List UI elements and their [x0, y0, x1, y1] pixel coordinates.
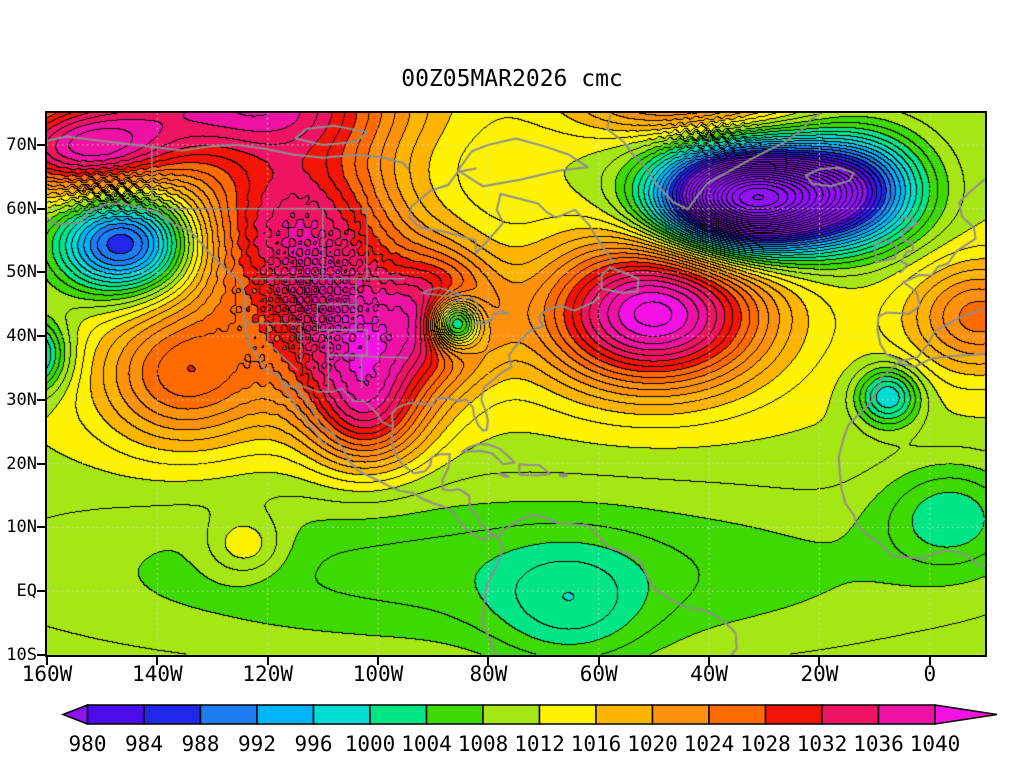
lon-tick-label: 20W [800, 662, 839, 686]
lat-tick-mark [37, 462, 47, 465]
lat-tick-mark [37, 590, 47, 593]
lon-tick-mark [597, 655, 600, 665]
lat-tick-label: 60N [6, 198, 37, 219]
lon-tick-mark [487, 655, 490, 665]
lat-tick-label: 40N [6, 326, 37, 347]
colorbar-tick-label: 1036 [853, 732, 904, 756]
lat-tick-mark [37, 654, 47, 656]
colorbar-segment [651, 704, 710, 725]
map-frame [45, 111, 987, 657]
lat-tick-mark [37, 335, 47, 338]
lat-tick-label: 70N [6, 134, 37, 155]
lon-tick-label: 100W [352, 662, 404, 686]
lat-tick-label: EQ [16, 581, 37, 602]
lon-tick-mark [708, 655, 711, 665]
colorbar-segment [86, 704, 145, 725]
lat-tick-label: 30N [6, 389, 37, 410]
colorbar-over-arrow [934, 704, 998, 725]
colorbar-tick-label: 1024 [684, 732, 735, 756]
colorbar-tick-label: 1028 [740, 732, 791, 756]
lat-tick-mark [37, 526, 47, 529]
title-init-model: 00Z05MAR2026 cmc [401, 66, 623, 92]
colorbar-tick-label: 1040 [910, 732, 961, 756]
colorbar-segment [256, 704, 315, 725]
colorbar-segment [425, 704, 484, 725]
colorbar-tick-label: 1008 [458, 732, 509, 756]
colorbar-segment [764, 704, 823, 725]
colorbar-segment [369, 704, 428, 725]
colorbar-segment [877, 704, 936, 725]
lat-tick-label: 10N [6, 517, 37, 538]
colorbar-segment [143, 704, 202, 725]
lon-tick-mark [928, 655, 931, 665]
lat-tick-mark [37, 271, 47, 274]
colorbar-segment [708, 704, 767, 725]
lat-tick-label: 10S [6, 645, 37, 665]
colorbar-tick-label: 1012 [514, 732, 565, 756]
lon-tick-mark [818, 655, 821, 665]
colorbar-tick-label: 984 [125, 732, 163, 756]
colorbar-tick-label: 988 [182, 732, 220, 756]
colorbar-tick-label: 996 [295, 732, 333, 756]
colorbar-segment [482, 704, 541, 725]
lon-tick-mark [377, 655, 380, 665]
lat-tick-mark [37, 143, 47, 146]
lat-tick-label: 50N [6, 262, 37, 283]
colorbar-tick-label: 992 [238, 732, 276, 756]
lon-tick-label: 80W [469, 662, 508, 686]
colorbar-tick-label: 1004 [401, 732, 452, 756]
lon-tick-label: 120W [242, 662, 293, 686]
mslp-filled-contour-canvas [47, 113, 985, 655]
lat-tick-mark [37, 398, 47, 401]
colorbar-tick-label: 1016 [571, 732, 622, 756]
colorbar-tick-label: 980 [69, 732, 107, 756]
lon-tick-label: 0 [923, 662, 937, 686]
colorbar-tick-label: 1020 [627, 732, 678, 756]
colorbar: 980 984 988 992 996 1000 1004 1008 1012 1016 1020 1… [60, 703, 998, 756]
lon-tick-label: 40W [690, 662, 729, 686]
colorbar-segment [199, 704, 258, 725]
colorbar-segment [312, 704, 371, 725]
lat-tick-mark [37, 207, 47, 210]
lon-tick-label: 140W [132, 662, 183, 686]
lon-tick-mark [266, 655, 269, 665]
colorbar-under-arrow [60, 703, 89, 726]
colorbar-tick-label: 1032 [797, 732, 848, 756]
lon-tick-label: 160W [21, 662, 73, 686]
colorbar-tick-label: 1000 [345, 732, 396, 756]
lon-tick-mark [46, 655, 48, 665]
lon-tick-mark [156, 655, 159, 665]
colorbar-segment [538, 704, 597, 725]
lon-tick-label: 60W [579, 662, 618, 686]
colorbar-segment [595, 704, 654, 725]
lat-tick-label: 20N [6, 453, 37, 474]
colorbar-segment [821, 704, 880, 725]
